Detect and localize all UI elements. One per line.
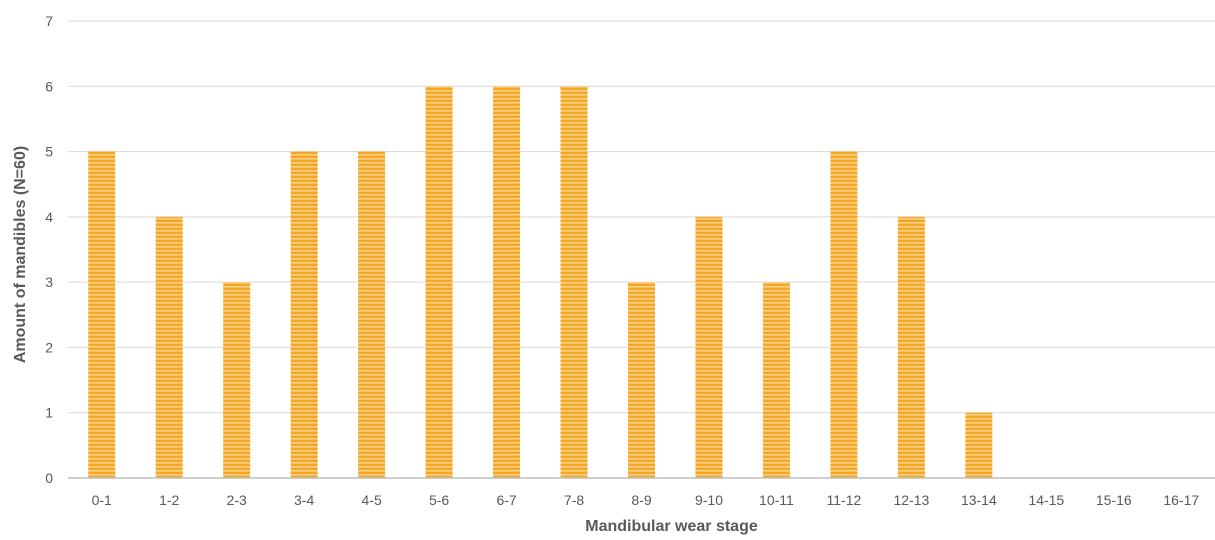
x-tick-label: 8-9 bbox=[631, 492, 651, 508]
y-tick-label: 2 bbox=[45, 339, 53, 355]
bar bbox=[290, 151, 318, 479]
x-tick-label: 6-7 bbox=[496, 492, 516, 508]
x-tick-label: 11-12 bbox=[827, 492, 862, 508]
x-tick-label: 3-4 bbox=[294, 492, 314, 508]
x-tick-label: 5-6 bbox=[429, 492, 449, 508]
y-tick-label: 5 bbox=[45, 144, 53, 160]
bar bbox=[425, 86, 453, 479]
bar bbox=[493, 86, 521, 479]
x-tick-label: 0-1 bbox=[92, 492, 112, 508]
y-tick-label: 0 bbox=[45, 470, 53, 486]
y-tick-label: 4 bbox=[45, 209, 53, 225]
x-tick-label: 12-13 bbox=[893, 492, 929, 508]
x-tick-label: 13-14 bbox=[961, 492, 997, 508]
bar bbox=[965, 412, 993, 478]
bars bbox=[88, 86, 993, 479]
bar bbox=[830, 151, 858, 479]
y-tick-label: 3 bbox=[45, 274, 53, 290]
tick-labels: 0 1 2 3 4 5 6 7 0-1 1-2 2-3 3-4 4-5 5-6 6-7 7-8 8-9 9-10 1… bbox=[45, 13, 1199, 508]
y-tick-label: 7 bbox=[45, 13, 53, 29]
bar bbox=[560, 86, 588, 479]
bar bbox=[223, 282, 251, 478]
bar bbox=[695, 216, 723, 478]
x-tick-label: 14-15 bbox=[1028, 492, 1064, 508]
bar bbox=[155, 216, 183, 478]
bar bbox=[628, 282, 655, 478]
bar bbox=[88, 151, 116, 479]
x-tick-label: 4-5 bbox=[362, 492, 382, 508]
bar bbox=[762, 282, 790, 478]
y-tick-label: 1 bbox=[45, 405, 53, 421]
x-axis-title: Mandibular wear stage bbox=[585, 518, 758, 535]
x-tick-label: 15-16 bbox=[1096, 492, 1132, 508]
x-tick-label: 16-17 bbox=[1163, 492, 1199, 508]
x-tick-label: 2-3 bbox=[227, 492, 247, 508]
bar bbox=[897, 216, 925, 478]
x-tick-label: 7-8 bbox=[564, 492, 584, 508]
y-tick-label: 6 bbox=[45, 78, 53, 94]
x-tick-label: 9-10 bbox=[695, 492, 723, 508]
x-tick-label: 1-2 bbox=[159, 492, 179, 508]
y-axis-title: Amount of mandibles (N=60) bbox=[12, 146, 29, 363]
x-tick-label: 10-11 bbox=[759, 492, 794, 508]
bar bbox=[358, 151, 386, 479]
